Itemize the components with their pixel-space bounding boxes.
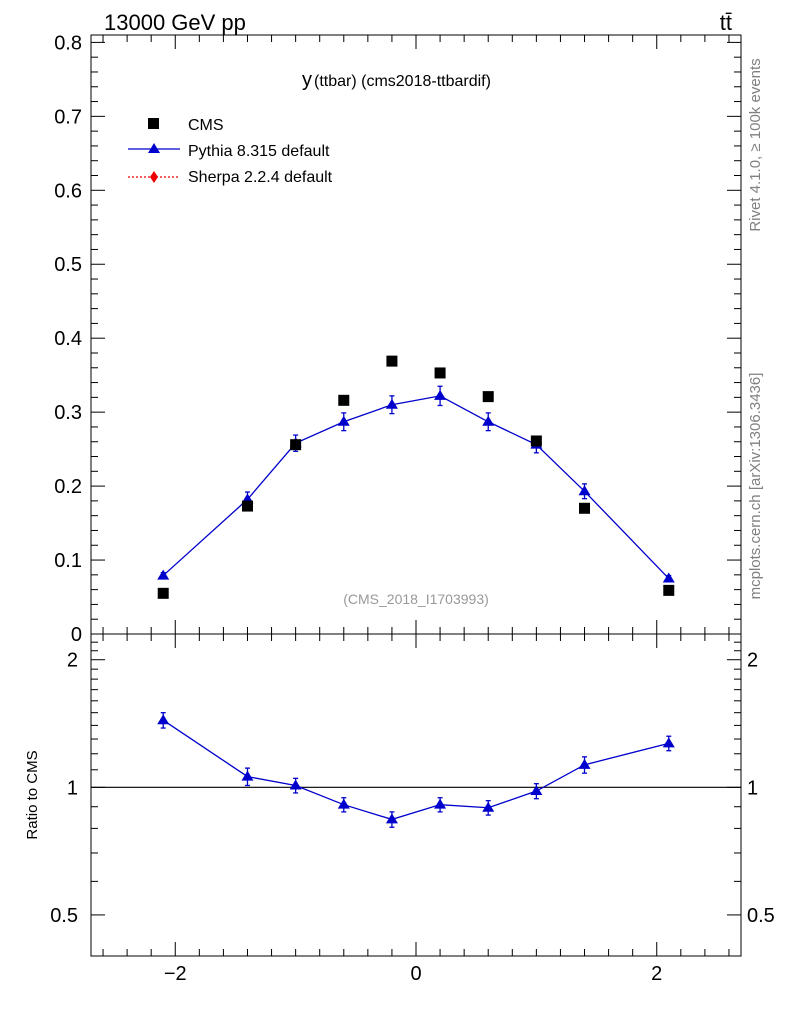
pythia-point: [662, 572, 675, 583]
pythia-point: [434, 389, 447, 400]
main-y-tick-label: 0.7: [54, 106, 82, 128]
mcplots-reference-label: mcplots.cern.ch [arXiv:1306.3436]: [747, 373, 764, 600]
legend-sherpa-marker: [150, 171, 158, 183]
legend-cms-marker: [148, 118, 159, 129]
ratio-y-tick-label-left: 1: [67, 777, 78, 799]
cms-point: [290, 439, 302, 451]
cms-point: [579, 502, 591, 514]
x-tick-label: 0: [410, 963, 421, 985]
cms-point: [530, 435, 542, 447]
pythia-point: [482, 415, 495, 426]
ratio-pythia-point: [157, 714, 170, 725]
pythia-point: [337, 415, 350, 426]
ratio-plot-panel: 0.5 0.5 1 1 2 2 −2 0 2 Ratio to CMS: [24, 633, 775, 985]
ratio-pythia-point: [241, 770, 254, 781]
main-axis-ticks: [91, 35, 741, 635]
process-label: tt̄: [720, 10, 732, 35]
ratio-pythia-point: [482, 801, 495, 812]
ratio-y-axis-label: Ratio to CMS: [24, 750, 41, 839]
main-series-group: [157, 355, 675, 599]
ratio-y-tick-label-right: 2: [747, 650, 758, 672]
legend-pythia-marker: [148, 143, 160, 153]
main-y-tick-label: 0.5: [54, 254, 82, 276]
x-tick-labels: −2 0 2: [164, 963, 662, 985]
legend-sherpa-label: Sherpa 2.2.4 default: [188, 169, 333, 186]
x-tick-label: −2: [164, 963, 187, 985]
main-y-tick-label: 0: [71, 624, 82, 646]
ratio-pythia-point: [434, 798, 447, 809]
main-y-tick-label: 0.8: [54, 32, 82, 54]
cms-point: [157, 587, 169, 599]
rivet-version-label: Rivet 4.1.0, ≥ 100k events: [747, 58, 764, 231]
cms-point: [241, 500, 253, 512]
cms-point: [482, 391, 494, 403]
legend-cms-label: CMS: [188, 117, 224, 134]
ratio-axis-ticks: [91, 633, 741, 957]
plot-title-sub: (ttbar) (cms2018-ttbardif): [314, 73, 491, 90]
pythia-point: [578, 485, 591, 496]
ratio-pythia-point: [530, 785, 543, 796]
ratio-y-tick-label-right: 0.5: [747, 905, 775, 927]
energy-label: 13000 GeV pp: [104, 10, 246, 35]
cms-point: [434, 367, 446, 379]
main-plot-panel: 0 0.1 0.2 0.3 0.4 0.5 0.6 0.7 0.8 y (ttbar) (cms…: [54, 32, 742, 646]
analysis-watermark: (CMS_2018_I1703993): [343, 591, 489, 607]
legend-pythia-label: Pythia 8.315 default: [188, 143, 330, 160]
ratio-pythia-point: [385, 813, 398, 824]
pythia-point: [385, 398, 398, 409]
ratio-pythia-point: [337, 798, 350, 809]
ratio-pythia-point: [662, 737, 675, 748]
plot-title-main: y: [302, 69, 312, 91]
cms-point: [386, 355, 398, 367]
ratio-pythia-point: [578, 758, 591, 769]
main-y-tick-labels: 0 0.1 0.2 0.3 0.4 0.5 0.6 0.7 0.8: [54, 32, 82, 646]
main-y-tick-label: 0.4: [54, 328, 82, 350]
ratio-y-tick-label-right: 1: [747, 777, 758, 799]
ratio-y-tick-labels: 0.5 0.5 1 1 2 2: [50, 650, 775, 927]
cms-point: [338, 394, 350, 406]
ratio-pythia-line: [162, 719, 669, 821]
ratio-plot-frame: [90, 633, 742, 957]
main-y-tick-label: 0.2: [54, 476, 82, 498]
legend: CMS Pythia 8.315 default Sherpa 2.2.4 de…: [128, 117, 333, 186]
x-tick-label: 2: [651, 963, 662, 985]
ratio-series-group: [91, 712, 741, 828]
main-y-tick-label: 0.1: [54, 550, 82, 572]
pythia-line: [162, 395, 670, 579]
pythia-point: [157, 569, 170, 580]
cms-point: [663, 584, 675, 596]
ratio-pythia-point: [289, 779, 302, 790]
ratio-y-tick-label-left: 0.5: [50, 905, 78, 927]
main-y-tick-label: 0.3: [54, 402, 82, 424]
ratio-y-tick-label-left: 2: [67, 650, 78, 672]
main-y-tick-label: 0.6: [54, 180, 82, 202]
